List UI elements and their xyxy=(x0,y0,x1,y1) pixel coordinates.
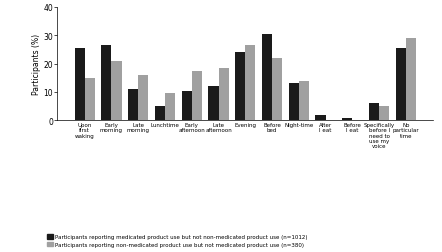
Bar xyxy=(245,46,255,121)
Bar xyxy=(75,49,85,121)
Bar xyxy=(272,58,282,121)
Bar xyxy=(218,69,229,121)
Bar xyxy=(262,35,272,121)
Bar xyxy=(101,46,111,121)
Bar xyxy=(128,90,138,121)
Bar xyxy=(208,87,218,121)
Bar xyxy=(165,94,175,121)
Bar xyxy=(342,118,352,121)
Legend: Participants reporting medicated product use but not non-medicated product use (: Participants reporting medicated product… xyxy=(47,234,307,247)
Bar xyxy=(406,39,416,121)
Bar xyxy=(369,104,379,121)
Bar xyxy=(111,61,122,121)
Bar xyxy=(316,115,326,121)
Bar xyxy=(289,84,299,121)
Bar xyxy=(85,78,95,121)
Bar xyxy=(299,81,309,121)
Bar xyxy=(396,49,406,121)
Bar xyxy=(138,76,149,121)
Bar xyxy=(235,53,245,121)
Bar xyxy=(155,107,165,121)
Bar xyxy=(192,71,202,121)
Bar xyxy=(379,107,389,121)
Y-axis label: Participants (%): Participants (%) xyxy=(32,34,41,95)
Bar xyxy=(182,91,192,121)
